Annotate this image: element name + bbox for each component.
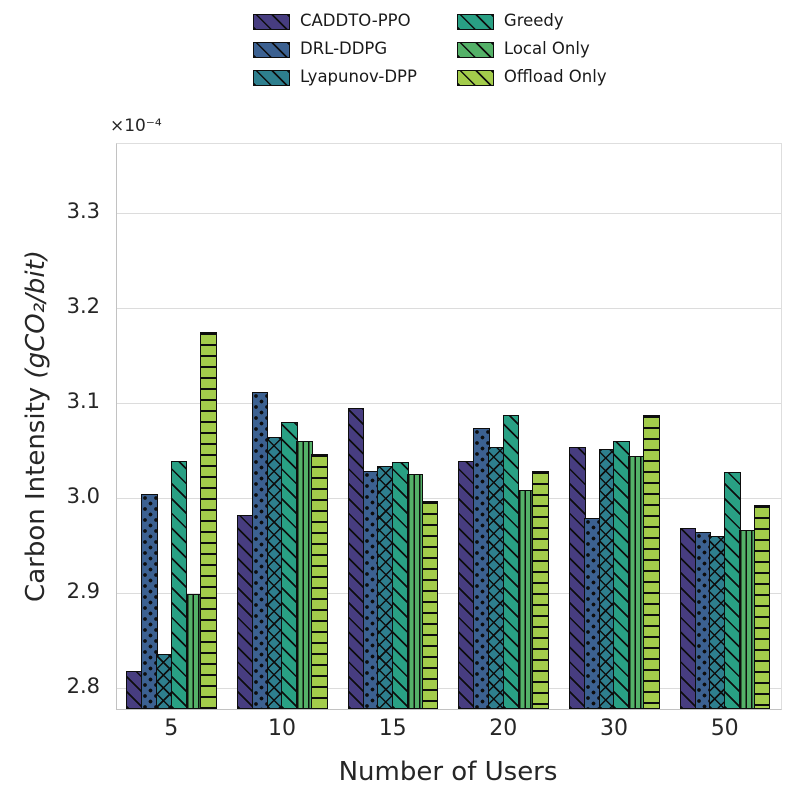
- bar-offload-only: [421, 500, 439, 709]
- legend-item: CADDTO-PPO: [253, 12, 417, 31]
- legend-swatch-icon: [456, 13, 494, 30]
- bar-group: [679, 144, 772, 709]
- bar-greedy: [613, 440, 630, 709]
- bar-greedy: [392, 461, 409, 709]
- y-axis-scale-label: ×10⁻⁴: [110, 116, 162, 136]
- legend-item: Offload Only: [456, 67, 607, 87]
- bar-caddto-ppo: [126, 671, 143, 709]
- legend-label: Lyapunov-DPP: [300, 67, 417, 87]
- y-tick-label: 3.3: [66, 198, 100, 223]
- bar-group: [458, 144, 550, 709]
- bar-lyapunov-dpp: [709, 535, 726, 709]
- bar-drl-ddpg: [583, 517, 601, 709]
- legend-label: Local Only: [503, 39, 590, 59]
- legend-item: Greedy: [456, 11, 607, 31]
- legend-label: DRL-DDPG: [300, 39, 388, 59]
- x-tick-label: 15: [378, 716, 407, 741]
- bar-caddto-ppo: [569, 446, 586, 709]
- bar-local-only: [296, 440, 313, 709]
- legend-swatch-icon: [456, 69, 494, 86]
- legend-swatch-icon: [253, 41, 290, 58]
- bar-drl-ddpg: [251, 392, 269, 709]
- bar-drl-ddpg: [694, 532, 711, 709]
- bar-lyapunov-dpp: [487, 446, 505, 709]
- legend-item: DRL-DDPG: [253, 40, 417, 59]
- y-tick-label: 3.1: [66, 388, 100, 413]
- bar-lyapunov-dpp: [266, 437, 284, 709]
- legend-label: CADDTO-PPO: [300, 11, 411, 31]
- x-tick-label: 30: [600, 716, 628, 741]
- bar-group: [237, 144, 329, 709]
- bar-greedy: [724, 472, 741, 709]
- bar-lyapunov-dpp: [377, 465, 394, 709]
- y-tick-label: 3.0: [66, 483, 100, 508]
- bar-caddto-ppo: [237, 515, 254, 709]
- x-tick-label: 50: [710, 716, 739, 741]
- bar-local-only: [628, 456, 645, 709]
- bar-drl-ddpg: [141, 494, 158, 709]
- legend-column: Greedy Local Only Offload Only: [456, 11, 607, 87]
- bar-group: [126, 144, 218, 709]
- bar-lyapunov-dpp: [155, 653, 173, 709]
- legend-item: Lyapunov-DPP: [253, 68, 417, 87]
- bar-group: [347, 144, 440, 709]
- bar-offload-only: [532, 471, 549, 709]
- gridline: [117, 212, 781, 214]
- y-tick-label: 2.8: [66, 674, 100, 699]
- bar-offload-only: [643, 415, 660, 709]
- y-tick-label: 3.2: [66, 293, 100, 318]
- bar-caddto-ppo: [458, 460, 475, 709]
- legend-swatch-icon: [456, 41, 494, 58]
- gridline: [117, 307, 781, 309]
- gridline: [117, 402, 781, 404]
- y-tick-label: 2.9: [66, 579, 100, 603]
- gridline: [117, 593, 781, 595]
- legend-item: Local Only: [456, 39, 607, 59]
- x-tick-label: 20: [489, 716, 518, 741]
- bar-drl-ddpg: [473, 427, 490, 709]
- bar-group: [569, 144, 661, 709]
- legend-swatch-icon: [253, 13, 290, 30]
- legend-swatch-icon: [253, 69, 290, 86]
- bar-greedy: [170, 460, 188, 709]
- legend: CADDTO-PPO DRL-DDPG Lyapunov-DPP Greedy Loca…: [253, 12, 607, 87]
- legend-label: Offload Only: [503, 67, 607, 87]
- x-tick-label: 10: [268, 716, 296, 741]
- gridline: [117, 688, 781, 690]
- gridline: [117, 497, 781, 500]
- bar-offload-only: [200, 332, 217, 709]
- x-tick-label: 5: [164, 716, 179, 741]
- bar-offload-only: [753, 505, 771, 709]
- bar-local-only: [517, 490, 535, 709]
- legend-column: CADDTO-PPO DRL-DDPG Lyapunov-DPP: [253, 12, 417, 87]
- bar-caddto-ppo: [347, 407, 365, 709]
- legend-label: Greedy: [503, 11, 564, 31]
- bar-offload-only: [311, 454, 328, 709]
- x-axis-label: Number of Users: [338, 757, 558, 787]
- plot-area: [116, 143, 782, 710]
